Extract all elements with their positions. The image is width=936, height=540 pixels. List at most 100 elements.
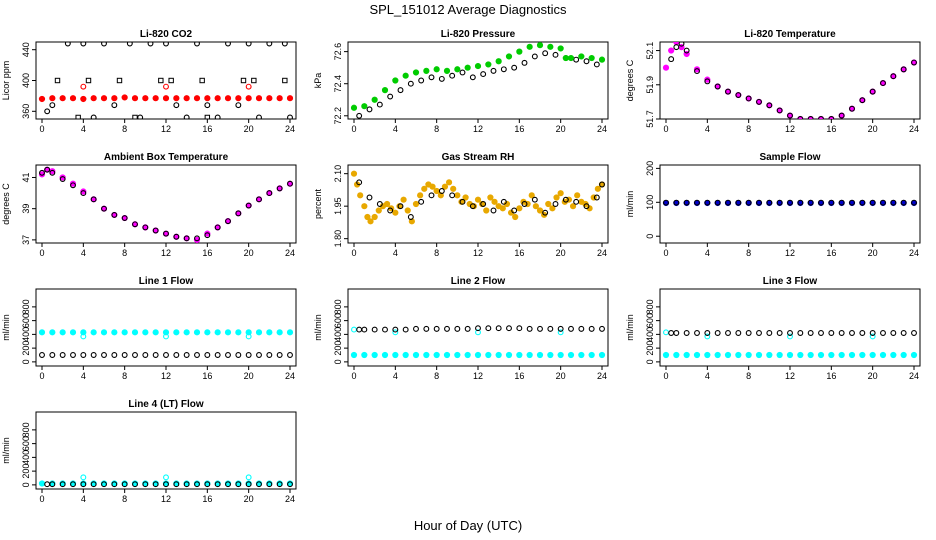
data-point xyxy=(849,105,855,112)
data-point xyxy=(38,95,46,103)
plot-frame xyxy=(659,41,921,120)
data-point xyxy=(266,329,273,336)
data-point xyxy=(408,218,415,225)
x-tick-label: 16 xyxy=(826,124,836,134)
data-point xyxy=(880,330,886,336)
y-tick-label: 51.9 xyxy=(645,76,655,94)
x-tick-label: 0 xyxy=(39,248,44,258)
x-tick-label: 12 xyxy=(473,248,483,258)
data-point xyxy=(387,207,394,214)
data-point xyxy=(44,108,51,115)
data-point xyxy=(121,481,128,488)
data-point xyxy=(251,77,257,84)
data-point xyxy=(704,351,711,359)
data-point xyxy=(797,199,804,206)
data-point xyxy=(214,114,221,119)
data-point xyxy=(173,352,180,358)
y-tick-label: 800 xyxy=(645,299,655,314)
data-point xyxy=(704,78,711,85)
y-axis-label: ml/min xyxy=(1,437,11,464)
data-point xyxy=(111,352,118,358)
data-point xyxy=(397,87,404,94)
data-point xyxy=(464,64,471,71)
data-point xyxy=(678,42,685,47)
data-point xyxy=(392,329,399,336)
data-point xyxy=(869,330,876,336)
data-point xyxy=(900,66,907,73)
data-point xyxy=(441,183,449,190)
data-point xyxy=(552,51,559,58)
data-point xyxy=(500,66,507,73)
data-point xyxy=(545,200,552,208)
y-tick-label: 72.6 xyxy=(333,43,343,61)
data-point xyxy=(287,352,293,358)
data-point xyxy=(152,481,159,488)
chart-panel: Li-820 CO2 Licor ppm 0 4 8 12 16 20 24 360 400 440 xyxy=(1,29,297,134)
data-point xyxy=(536,207,544,214)
y-tick-label: 41 xyxy=(21,172,31,182)
data-point xyxy=(214,481,221,488)
data-point xyxy=(807,199,814,206)
data-point xyxy=(828,116,835,119)
x-tick-label: 16 xyxy=(202,124,212,134)
data-point xyxy=(100,329,108,336)
y-tick-label: 52.1 xyxy=(645,42,655,60)
data-point xyxy=(787,333,793,340)
data-point xyxy=(392,351,399,359)
data-point xyxy=(704,333,711,340)
data-point xyxy=(240,77,247,84)
data-layer xyxy=(38,166,294,243)
data-point xyxy=(287,114,293,119)
data-layer xyxy=(662,42,918,119)
y-axis-label: kPa xyxy=(313,73,323,89)
data-point xyxy=(423,351,430,359)
data-point xyxy=(474,351,482,359)
panel-title: Sample Flow xyxy=(759,152,820,163)
data-point xyxy=(39,169,45,176)
data-point xyxy=(371,213,378,221)
panel-title: Line 2 Flow xyxy=(451,276,506,287)
data-point xyxy=(433,351,440,359)
data-point xyxy=(668,56,675,63)
data-point xyxy=(387,93,394,100)
data-point xyxy=(500,198,507,205)
y-tick-label: 37 xyxy=(21,235,31,245)
data-point xyxy=(776,330,783,336)
data-point xyxy=(714,199,721,206)
data-point xyxy=(462,194,469,201)
data-point xyxy=(194,235,200,242)
data-layer xyxy=(38,42,294,119)
data-point xyxy=(724,351,732,359)
data-point xyxy=(90,481,97,488)
data-point xyxy=(361,103,368,110)
data-point xyxy=(474,62,482,70)
data-point xyxy=(683,199,690,206)
data-point xyxy=(382,326,388,333)
data-point xyxy=(838,330,845,336)
data-point xyxy=(69,329,77,336)
data-point xyxy=(163,474,169,481)
data-point xyxy=(111,329,118,336)
data-point xyxy=(371,96,378,103)
data-point xyxy=(163,333,169,340)
data-point xyxy=(350,104,358,111)
y-tick-label: 400 xyxy=(645,327,655,342)
plot-frame xyxy=(347,41,609,120)
plot-frame xyxy=(35,41,297,120)
x-tick-label: 0 xyxy=(351,248,356,258)
chart-panel: Li-820 Temperature degrees C 0 4 8 12 16 20 24 51… xyxy=(625,29,921,134)
data-point xyxy=(562,196,569,203)
data-point xyxy=(428,192,435,199)
data-point xyxy=(147,42,154,47)
data-point xyxy=(44,166,51,173)
data-point xyxy=(557,190,564,197)
data-point xyxy=(152,352,159,358)
data-point xyxy=(183,114,190,119)
chart-panel: Line 3 Flow ml/min 0 4 8 12 16 20 24 0 20040060080… xyxy=(625,276,921,381)
data-point xyxy=(101,42,107,47)
data-point xyxy=(361,326,368,333)
data-point xyxy=(70,352,76,358)
data-point xyxy=(80,190,87,197)
data-point xyxy=(59,329,66,336)
